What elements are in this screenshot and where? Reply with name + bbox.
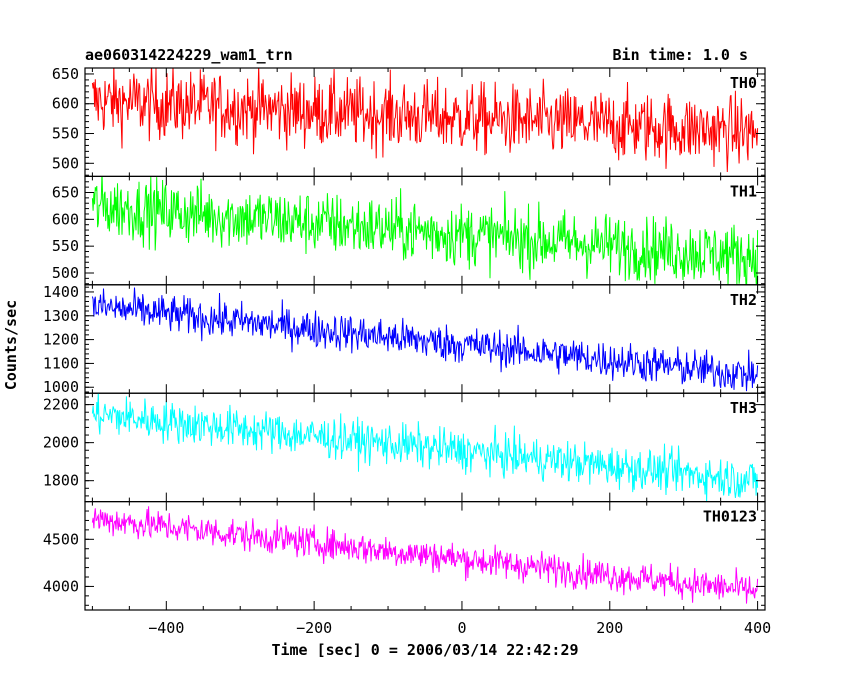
panel-th2: 1000 1100 1200 1300 1400 TH2 bbox=[43, 283, 766, 396]
panel-label: TH2 bbox=[730, 291, 757, 309]
y-tick-label: 600 bbox=[52, 95, 79, 113]
panel-th1: 500 550 600 650 TH1 bbox=[52, 175, 766, 286]
y-tick-label: 4000 bbox=[43, 577, 79, 595]
chart-title: ae060314224229_wam1_trn bbox=[85, 46, 293, 64]
y-tick-label: 550 bbox=[52, 125, 79, 143]
panel-th0123: 4000 4500 TH0123 bbox=[43, 501, 766, 611]
panel-label: TH3 bbox=[730, 399, 757, 417]
y-tick-label: 1300 bbox=[43, 307, 79, 325]
y-tick-label: 1200 bbox=[43, 331, 79, 349]
series-line-th2 bbox=[91, 287, 759, 392]
y-tick-label: 2200 bbox=[43, 396, 79, 414]
x-tick-label: −400 bbox=[148, 619, 184, 637]
panel-label: TH1 bbox=[730, 182, 757, 200]
y-tick-label: 500 bbox=[52, 264, 79, 282]
y-tick-label: 600 bbox=[52, 210, 79, 228]
y-tick-label: 1800 bbox=[43, 472, 79, 490]
y-tick-label: 2000 bbox=[43, 434, 79, 452]
series-line-th1 bbox=[91, 176, 759, 285]
series-line-th3 bbox=[91, 393, 759, 502]
y-tick-label: 650 bbox=[52, 183, 79, 201]
panel-th0: 500 550 600 650 TH0 bbox=[52, 65, 766, 178]
bin-time-label: Bin time: 1.0 s bbox=[613, 46, 748, 64]
y-tick-label: 1400 bbox=[43, 283, 79, 301]
x-tick-label: 400 bbox=[744, 619, 771, 637]
y-tick-label: 4500 bbox=[43, 530, 79, 548]
x-tick-label: 0 bbox=[457, 619, 466, 637]
panel-th3: 1800 2000 2200 TH3 bbox=[43, 392, 766, 503]
y-tick-label: 500 bbox=[52, 154, 79, 172]
series-line-th0123 bbox=[91, 506, 759, 604]
panels-layer: 500 550 600 650 TH0 500 550 600 650 TH1 1000 1100 12… bbox=[43, 65, 766, 611]
series-line-th0 bbox=[91, 68, 759, 173]
y-tick-label: 1000 bbox=[43, 378, 79, 396]
x-tick-label: −200 bbox=[296, 619, 332, 637]
panel-label: TH0 bbox=[730, 74, 757, 92]
y-tick-label: 550 bbox=[52, 237, 79, 255]
x-tick-label: 200 bbox=[596, 619, 623, 637]
y-tick-label: 1100 bbox=[43, 354, 79, 372]
y-axis-label: Counts/sec bbox=[2, 300, 20, 390]
x-axis: −400 −200 0 200 400 bbox=[148, 619, 771, 637]
y-tick-label: 650 bbox=[52, 65, 79, 83]
panel-label: TH0123 bbox=[703, 508, 757, 526]
x-axis-label: Time [sec] 0 = 2006/03/14 22:42:29 bbox=[271, 641, 578, 659]
